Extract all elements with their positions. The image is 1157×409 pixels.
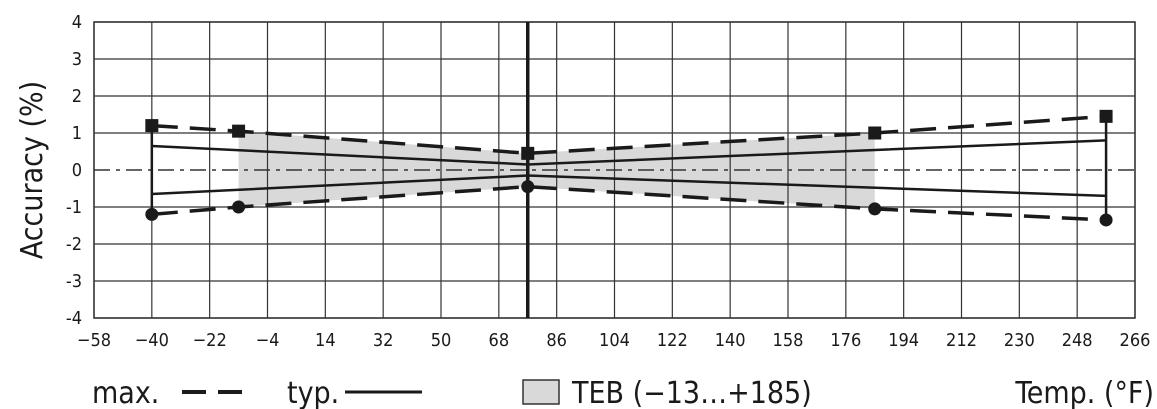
x-tick-label: 176	[830, 330, 861, 351]
max-lower-point	[145, 207, 159, 221]
x-tick-label: 122	[657, 330, 688, 351]
grid-layer	[93, 21, 1136, 319]
x-tick-label: −4	[256, 330, 280, 351]
y-tick-label: 1	[72, 123, 82, 144]
x-tick-label: 32	[373, 330, 394, 351]
y-tick-label: -2	[66, 234, 82, 255]
y-tick-label: 3	[72, 49, 82, 70]
typ-series-line	[151, 139, 1107, 166]
series-layer	[145, 109, 1113, 227]
x-tick-label: 86	[546, 330, 567, 351]
max-upper-point	[521, 146, 535, 160]
legend-typ-label: typ.	[287, 376, 339, 409]
x-tick-label: 14	[315, 330, 336, 351]
x-axis-label: Temp. (°F)	[1014, 376, 1154, 409]
x-tick-label: 248	[1062, 330, 1093, 351]
max-lower-point	[232, 200, 246, 214]
y-tick-label: 0	[72, 160, 82, 181]
max-upper-point	[232, 124, 246, 138]
x-tick-label: 50	[431, 330, 452, 351]
x-tick-label: 194	[888, 330, 919, 351]
x-tick-label: 230	[1004, 330, 1035, 351]
x-tick-label: 140	[715, 330, 746, 351]
max-series-line	[151, 114, 1107, 156]
legend-max-label: max.	[92, 376, 159, 409]
typ-series-line	[151, 174, 1107, 198]
x-tick-label: −58	[77, 330, 111, 351]
y-tick-label: 4	[72, 12, 82, 33]
max-upper-point	[1099, 109, 1113, 123]
legend-teb-label: TEB (−13…+185)	[571, 376, 812, 409]
x-tick-label: 68	[489, 330, 510, 351]
y-tick-label: -3	[66, 271, 82, 292]
max-series-line	[151, 184, 1107, 222]
max-lower-point	[521, 180, 535, 194]
y-tick-label: 2	[72, 86, 82, 107]
tick-label-layer: −58 −40 −22 −4 14 32 50 68 86 104 122 140 158 176 194 2…	[66, 12, 1151, 351]
legend-teb-swatch	[522, 379, 560, 405]
max-lower-point	[1099, 213, 1113, 227]
x-tick-label: −22	[193, 330, 227, 351]
x-tick-label: 104	[599, 330, 630, 351]
y-axis-label: Accuracy (%)	[15, 81, 50, 259]
max-upper-point	[868, 126, 882, 140]
max-upper-point	[145, 119, 159, 133]
x-tick-label: 212	[946, 330, 977, 351]
y-tick-label: -4	[66, 308, 82, 329]
legend: max. typ. TEB (−13…+185) Temp. (°F)	[92, 376, 1154, 409]
x-tick-label: −40	[135, 330, 169, 351]
y-tick-label: -1	[66, 197, 82, 218]
x-tick-label: 158	[773, 330, 804, 351]
plot-frame	[93, 21, 1136, 319]
x-tick-label: 266	[1120, 330, 1151, 351]
max-lower-point	[868, 202, 882, 216]
